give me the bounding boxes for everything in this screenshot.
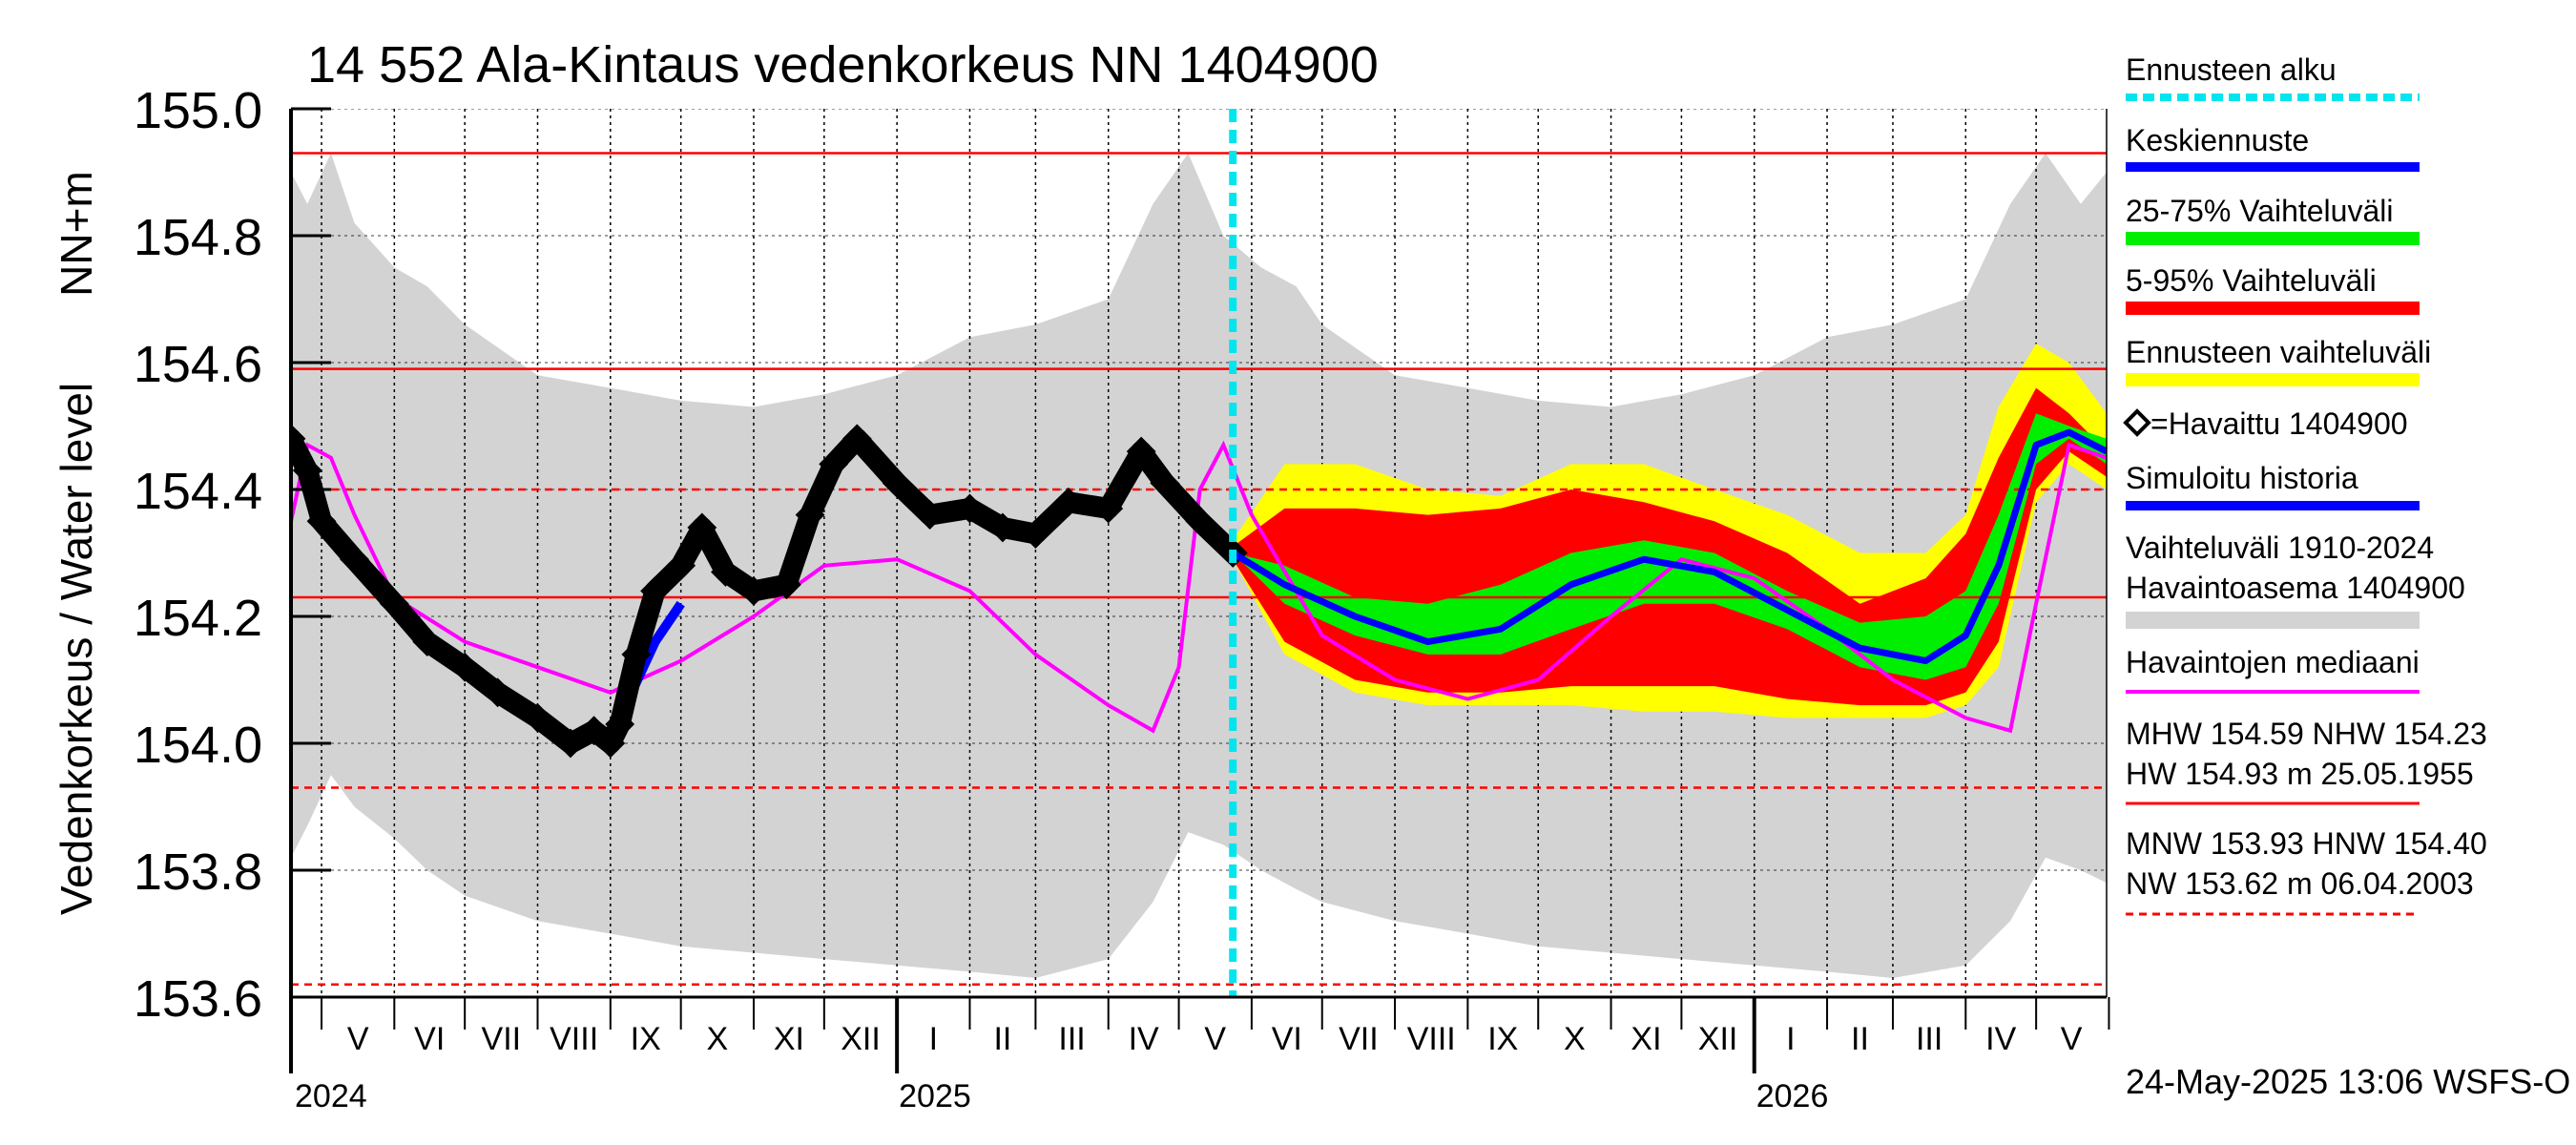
y-tick-label: 155.0 bbox=[134, 82, 262, 139]
observed-point bbox=[915, 500, 945, 531]
x-month-label: II bbox=[1851, 1021, 1869, 1057]
x-year-label: 2025 bbox=[899, 1078, 971, 1114]
x-month-label: IX bbox=[1487, 1021, 1518, 1057]
observed-point bbox=[621, 639, 652, 670]
median-line bbox=[291, 440, 2107, 734]
legend: Ennusteen alku Keskiennuste 25-75% Vaihtel… bbox=[2123, 52, 2487, 916]
observed-point bbox=[1185, 506, 1215, 536]
legend-stats-low-2: NW 153.62 m 06.04.2003 bbox=[2126, 866, 2474, 901]
observed-point bbox=[1053, 487, 1084, 517]
observed-point bbox=[819, 448, 849, 479]
legend-forecast-start-label: Ennusteen alku bbox=[2126, 52, 2337, 87]
chart-title: 14 552 Ala-Kintaus vedenkorkeus NN 14049… bbox=[307, 36, 1379, 94]
x-month-label: VIII bbox=[1407, 1021, 1456, 1057]
observed-point bbox=[1126, 436, 1156, 467]
legend-observed-marker bbox=[2123, 408, 2151, 437]
observed-point bbox=[340, 544, 369, 574]
observed-point bbox=[987, 512, 1018, 543]
observed-point bbox=[711, 557, 740, 587]
y-tick-label: 154.8 bbox=[134, 209, 262, 266]
y-tick-label: 153.6 bbox=[134, 970, 262, 1028]
observed-point bbox=[523, 702, 552, 733]
legend-stats-high-1: MHW 154.59 NHW 154.23 bbox=[2126, 717, 2487, 751]
observed-point bbox=[605, 709, 635, 739]
observed-point bbox=[449, 652, 480, 682]
mean-forecast-line bbox=[1231, 428, 2107, 665]
observed-point bbox=[579, 716, 609, 746]
observed-point bbox=[291, 424, 306, 454]
observed-point bbox=[595, 728, 626, 759]
observed-point bbox=[1150, 468, 1180, 498]
legend-observed-label: =Havaittu 1404900 bbox=[2150, 406, 2408, 441]
observed-point bbox=[306, 506, 337, 536]
x-month-label: IV bbox=[1129, 1021, 1159, 1057]
legend-median-label: Havaintojen mediaani bbox=[2126, 645, 2420, 679]
x-month-label: IX bbox=[631, 1021, 661, 1057]
observed-point bbox=[1020, 519, 1050, 549]
x-month-label: V bbox=[2061, 1021, 2083, 1057]
y-tick-label: 153.8 bbox=[134, 843, 262, 901]
observed-point bbox=[379, 589, 409, 619]
x-month-label: X bbox=[1564, 1021, 1586, 1057]
observed-point bbox=[640, 575, 670, 606]
legend-simulated-label: Simuloitu historia bbox=[2126, 461, 2358, 495]
x-month-label: XI bbox=[1631, 1021, 1661, 1057]
plot-inner bbox=[291, 109, 2107, 997]
legend-history-range-label-2: Havaintoasema 1404900 bbox=[2126, 571, 2465, 605]
legend-mean-forecast-label: Keskiennuste bbox=[2126, 123, 2309, 157]
history-range-band bbox=[291, 153, 2107, 978]
observed-point bbox=[687, 512, 717, 543]
y-axis-unit: NN+m bbox=[52, 171, 101, 297]
x-year-label: 2024 bbox=[295, 1078, 367, 1114]
x-month-label: XII bbox=[1698, 1021, 1738, 1057]
observed-point bbox=[882, 468, 912, 498]
observed-point bbox=[483, 677, 513, 708]
footer-timestamp: 24-May-2025 13:06 WSFS-O bbox=[2126, 1062, 2570, 1101]
x-month-label: III bbox=[1916, 1021, 1942, 1057]
x-month-label: VII bbox=[1339, 1021, 1379, 1057]
legend-forecast-range-label: Ennusteen vaihteluväli bbox=[2126, 335, 2431, 369]
y-tick-label: 154.2 bbox=[134, 590, 262, 647]
x-month-label: XI bbox=[774, 1021, 804, 1057]
x-month-label: V bbox=[347, 1021, 369, 1057]
x-month-label: VII bbox=[482, 1021, 522, 1057]
observed-point bbox=[412, 627, 443, 657]
x-year-label: 2026 bbox=[1756, 1078, 1829, 1114]
y-tick-label: 154.0 bbox=[134, 717, 262, 774]
legend-stats-low-1: MNW 153.93 HNW 154.40 bbox=[2126, 826, 2487, 861]
observed-point bbox=[555, 728, 586, 759]
observed-point bbox=[795, 500, 825, 531]
observed-point bbox=[1093, 493, 1124, 524]
observed-point bbox=[955, 493, 985, 524]
observed-point bbox=[841, 424, 872, 454]
y-axis-label: Vedenkorkeus / Water level bbox=[52, 383, 101, 915]
plot-area: 153.6 153.8 154.0 154.2 154.4 154.6 154.8 155.0… bbox=[134, 82, 2110, 1114]
legend-stats-high-2: HW 154.93 m 25.05.1955 bbox=[2126, 757, 2474, 791]
x-month-label: V bbox=[1204, 1021, 1226, 1057]
x-month-label: I bbox=[929, 1021, 938, 1057]
legend-5-95-label: 5-95% Vaihteluväli bbox=[2126, 263, 2377, 298]
observed-point bbox=[292, 455, 322, 486]
x-month-label: VI bbox=[414, 1021, 445, 1057]
x-month-label: X bbox=[706, 1021, 728, 1057]
forecast-25-75-band bbox=[1233, 413, 2107, 680]
x-month-label: I bbox=[1786, 1021, 1795, 1057]
observed-line bbox=[291, 427, 1244, 754]
legend-25-75-label: 25-75% Vaihteluväli bbox=[2126, 194, 2393, 228]
x-month-label: VIII bbox=[550, 1021, 598, 1057]
y-tick-label: 154.4 bbox=[134, 463, 262, 520]
x-month-label: IV bbox=[1985, 1021, 2016, 1057]
observed-point bbox=[666, 551, 696, 581]
observed-point bbox=[772, 570, 801, 600]
observed-point bbox=[738, 575, 769, 606]
x-month-label: II bbox=[993, 1021, 1011, 1057]
x-month-label: XII bbox=[841, 1021, 881, 1057]
x-month-label: III bbox=[1058, 1021, 1085, 1057]
legend-history-range-label-1: Vaihteluväli 1910-2024 bbox=[2126, 531, 2434, 565]
y-tick-label: 154.6 bbox=[134, 336, 262, 393]
x-month-label: VI bbox=[1272, 1021, 1302, 1057]
